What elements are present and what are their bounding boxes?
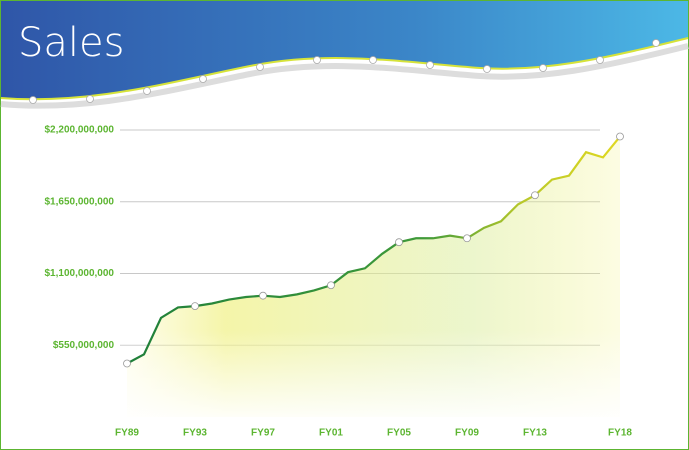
header-shadow [0, 43, 689, 109]
point [463, 234, 471, 243]
point [395, 238, 403, 247]
y-tick-label: $2,200,000,000 [44, 125, 114, 136]
header-band [1, 1, 688, 100]
x-tick-label: FY13 [523, 428, 547, 439]
point [259, 291, 267, 300]
y-tick-label: $1,650,000,000 [44, 196, 114, 207]
y-tick-label: $550,000,000 [53, 340, 115, 351]
y-tick-label: $1,100,000,000 [44, 268, 114, 279]
x-tick-label: FY89 [115, 428, 139, 439]
x-tick-label: FY01 [319, 428, 343, 439]
point [123, 359, 131, 368]
point [327, 281, 335, 290]
x-tick-label: FY93 [183, 428, 207, 439]
header-dots [29, 39, 660, 104]
x-tick-label: FY97 [251, 428, 275, 439]
point [531, 191, 539, 200]
x-tick-label: FY18 [608, 428, 632, 439]
point [191, 302, 199, 311]
x-tick-label: FY09 [455, 428, 479, 439]
chart-title: Sales [18, 20, 124, 66]
x-tick-label: FY05 [387, 428, 411, 439]
point [616, 132, 624, 141]
header-wave [0, 37, 689, 101]
area-fade [120, 330, 620, 420]
